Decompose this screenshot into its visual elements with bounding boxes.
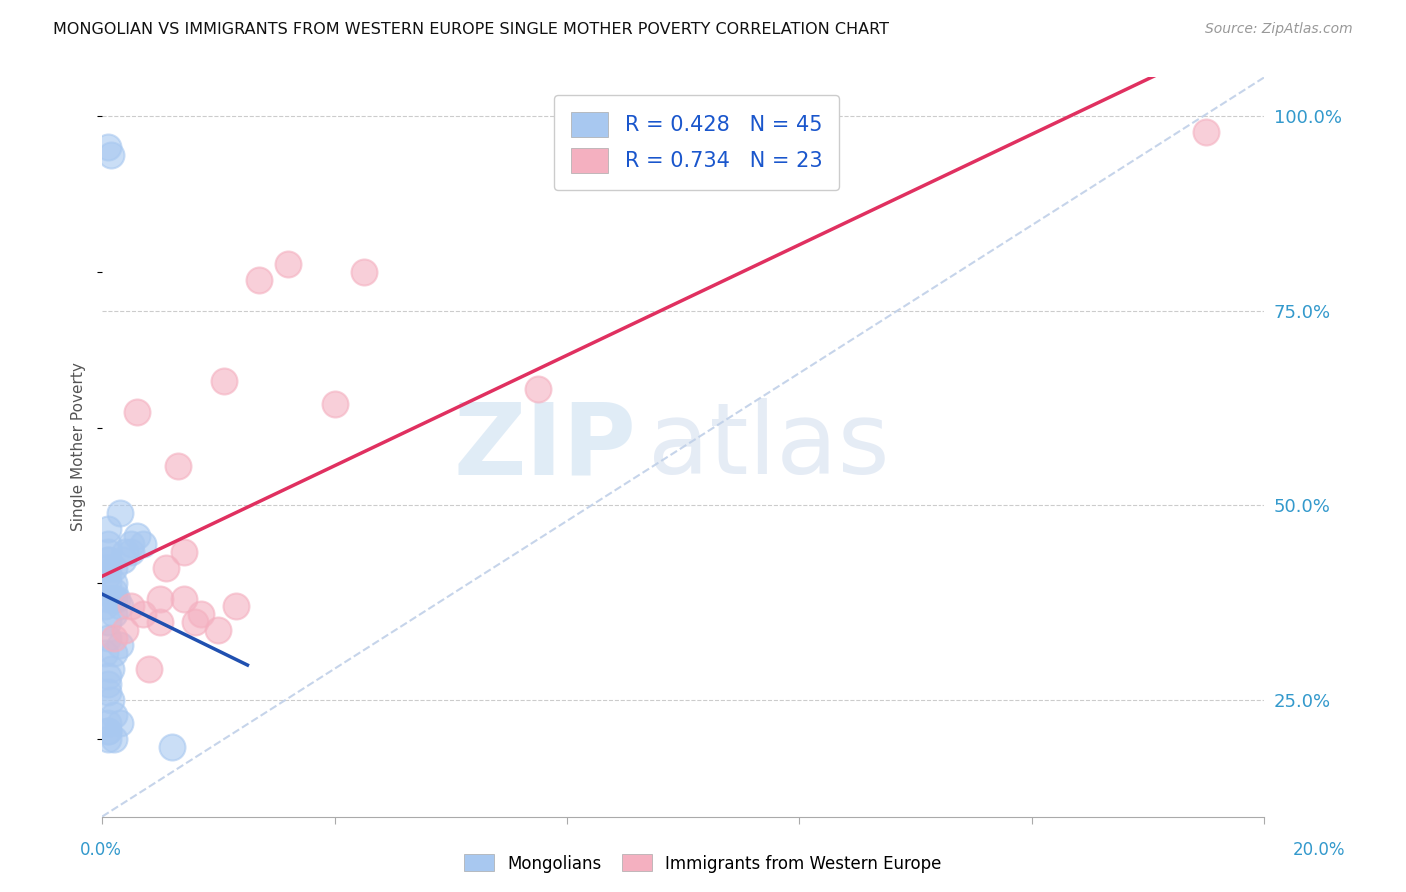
Point [353, 265, 375, 279]
Point [225, 599, 247, 614]
Point [155, 560, 177, 574]
Point [125, 405, 148, 419]
Point [323, 397, 346, 411]
Point [103, 646, 125, 660]
Point [166, 459, 188, 474]
Point [247, 273, 270, 287]
Point [120, 545, 142, 559]
Text: Source: ZipAtlas.com: Source: ZipAtlas.com [1205, 22, 1353, 37]
Text: 0.0%: 0.0% [80, 840, 122, 858]
Point [97, 631, 120, 645]
Point [94, 646, 117, 660]
Point [97, 723, 120, 738]
Point [149, 591, 172, 606]
Point [103, 591, 125, 606]
Point [138, 662, 160, 676]
Point [103, 731, 125, 746]
Point [97, 615, 120, 629]
Point [149, 615, 172, 629]
Point [97, 560, 120, 574]
Point [173, 545, 195, 559]
Point [120, 537, 142, 551]
Point [103, 631, 125, 645]
Point [97, 731, 120, 746]
Point [97, 669, 120, 683]
Point [114, 623, 136, 637]
Point [97, 677, 120, 691]
Point [125, 529, 148, 543]
Point [160, 739, 183, 754]
Point [108, 599, 131, 614]
Point [97, 553, 120, 567]
Point [97, 685, 120, 699]
Point [100, 662, 122, 676]
Point [105, 591, 128, 606]
Point [97, 576, 120, 591]
Point [108, 639, 131, 653]
Point [111, 553, 134, 567]
Point [97, 716, 120, 731]
Point [97, 553, 120, 567]
Point [527, 382, 550, 396]
Text: MONGOLIAN VS IMMIGRANTS FROM WESTERN EUROPE SINGLE MOTHER POVERTY CORRELATION CH: MONGOLIAN VS IMMIGRANTS FROM WESTERN EUR… [53, 22, 890, 37]
Text: ZIP: ZIP [454, 399, 637, 495]
Point [97, 140, 120, 154]
Point [97, 537, 120, 551]
Point [97, 522, 120, 536]
Point [184, 615, 207, 629]
Point [120, 599, 142, 614]
Point [100, 148, 122, 162]
Text: 20.0%: 20.0% [1292, 840, 1346, 858]
Point [97, 568, 120, 582]
Point [103, 607, 125, 622]
Point [97, 591, 120, 606]
Point [103, 708, 125, 723]
Point [132, 537, 155, 551]
Point [103, 583, 125, 598]
Point [100, 693, 122, 707]
Point [212, 374, 235, 388]
Point [114, 545, 136, 559]
Point [173, 591, 195, 606]
Point [108, 716, 131, 731]
Legend: R = 0.428   N = 45, R = 0.734   N = 23: R = 0.428 N = 45, R = 0.734 N = 23 [554, 95, 839, 190]
Point [97, 545, 120, 559]
Point [103, 576, 125, 591]
Legend: Mongolians, Immigrants from Western Europe: Mongolians, Immigrants from Western Euro… [458, 847, 948, 880]
Point [97, 723, 120, 738]
Point [277, 257, 299, 271]
Point [207, 623, 229, 637]
Point [94, 599, 117, 614]
Y-axis label: Single Mother Poverty: Single Mother Poverty [72, 362, 86, 532]
Point [103, 560, 125, 574]
Point [103, 591, 125, 606]
Point [108, 506, 131, 520]
Point [190, 607, 212, 622]
Text: atlas: atlas [648, 399, 890, 495]
Point [1195, 125, 1218, 139]
Point [132, 607, 155, 622]
